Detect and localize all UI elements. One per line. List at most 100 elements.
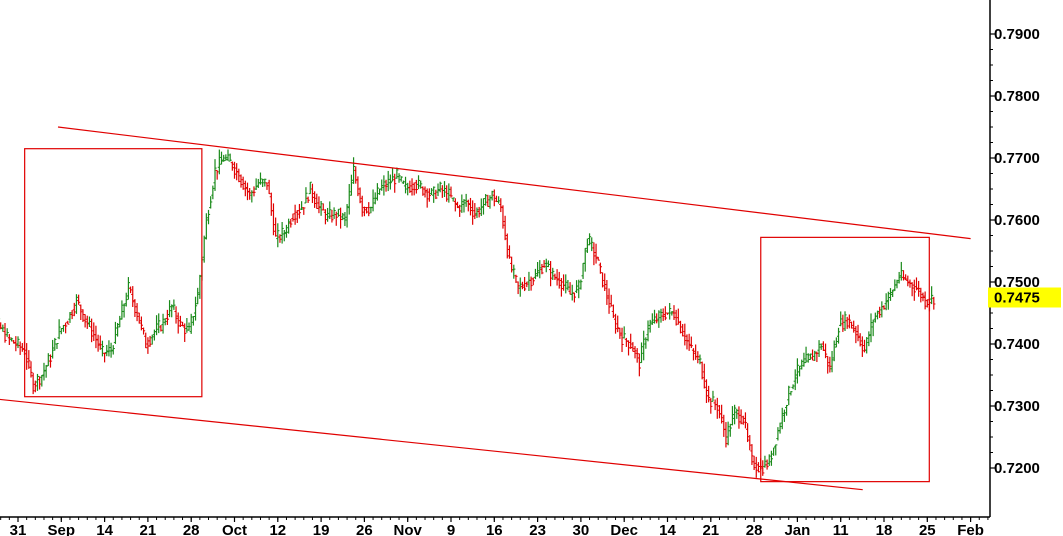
price-bar	[33, 380, 37, 393]
price-bar	[90, 318, 94, 343]
price-bar	[0, 322, 3, 330]
price-bar	[419, 180, 423, 189]
x-tick-label: Sep	[48, 522, 76, 536]
y-tick-label: 0.7600	[994, 212, 1040, 229]
price-bar	[704, 379, 709, 403]
price-bar	[646, 320, 650, 342]
price-bar	[338, 207, 343, 229]
price-bar	[42, 362, 46, 381]
price-bar	[100, 340, 105, 357]
price-bar	[527, 271, 531, 291]
lower-channel-trendline	[0, 398, 863, 491]
price-bar	[717, 405, 722, 419]
price-bar	[728, 423, 732, 437]
price-bar	[18, 341, 22, 355]
price-bar	[144, 332, 148, 349]
price-bar	[678, 320, 683, 334]
price-bar	[600, 272, 605, 288]
x-tick-label: 12	[269, 522, 286, 536]
price-bar	[399, 176, 403, 182]
price-bar	[555, 269, 559, 286]
price-bar	[31, 372, 35, 395]
price-bar	[642, 330, 646, 361]
x-tick-label: 21	[702, 522, 719, 536]
price-bar	[828, 356, 832, 373]
price-bar	[847, 314, 851, 329]
price-bar	[865, 337, 869, 354]
price-bar	[657, 310, 661, 328]
price-bar	[295, 210, 299, 223]
price-bar	[544, 258, 548, 273]
price-bar	[583, 247, 587, 272]
price-bar	[813, 350, 817, 362]
price-bar	[163, 318, 167, 326]
price-bar	[507, 245, 512, 259]
price-bar	[230, 161, 234, 171]
price-bar	[211, 185, 215, 200]
price-bar	[185, 317, 189, 333]
price-bar	[624, 337, 628, 347]
price-bar	[308, 181, 312, 195]
price-bar	[826, 355, 830, 374]
price-bar	[672, 305, 676, 320]
price-bar	[698, 354, 702, 365]
price-bar	[598, 262, 602, 274]
price-bar	[276, 223, 280, 248]
price-bar	[103, 352, 107, 363]
price-bar	[724, 422, 728, 448]
price-bar	[341, 212, 345, 221]
price-bar	[403, 176, 408, 194]
price-bar	[172, 299, 176, 310]
price-bar	[917, 280, 921, 297]
price-bar	[659, 308, 663, 323]
price-bar	[180, 321, 185, 327]
price-bar	[795, 358, 799, 384]
price-bar	[83, 314, 87, 328]
price-bar	[895, 279, 899, 289]
highlight-box	[760, 236, 930, 483]
price-bar	[514, 274, 518, 283]
price-bar	[243, 180, 247, 197]
price-bar	[453, 198, 457, 212]
price-bar	[388, 174, 392, 190]
price-bar	[336, 208, 341, 217]
price-bar	[499, 198, 503, 213]
price-bar	[932, 296, 936, 310]
price-bar	[213, 159, 217, 191]
price-bar	[128, 286, 133, 294]
price-bar	[416, 175, 421, 190]
price-bar	[904, 274, 908, 281]
price-bar	[585, 238, 589, 253]
price-bar	[150, 334, 154, 345]
price-bar	[16, 336, 20, 349]
price-bar	[360, 195, 364, 217]
price-bar	[878, 306, 882, 318]
price-bar	[46, 353, 50, 367]
price-bar	[274, 217, 278, 237]
price-bar	[620, 327, 624, 353]
price-bar	[414, 179, 418, 194]
price-bar	[919, 287, 923, 303]
price-bar	[384, 179, 388, 192]
price-bar	[330, 209, 334, 223]
price-bar	[750, 444, 754, 465]
price-bar	[222, 154, 226, 162]
price-bar	[471, 200, 475, 225]
price-bar	[111, 345, 115, 355]
price-bar	[797, 365, 802, 377]
price-bar	[302, 207, 306, 215]
y-tick-label: 0.7200	[994, 460, 1040, 477]
price-bar	[761, 460, 765, 476]
price-bar	[462, 199, 466, 213]
price-bar	[72, 302, 76, 317]
price-bar	[650, 313, 654, 325]
price-bar	[832, 340, 836, 362]
price-bar	[503, 215, 507, 241]
price-bar	[358, 187, 362, 204]
price-bar	[551, 267, 555, 281]
price-bar	[540, 263, 544, 275]
price-bar	[888, 288, 893, 301]
price-bar	[35, 373, 40, 391]
price-bar	[20, 343, 24, 352]
